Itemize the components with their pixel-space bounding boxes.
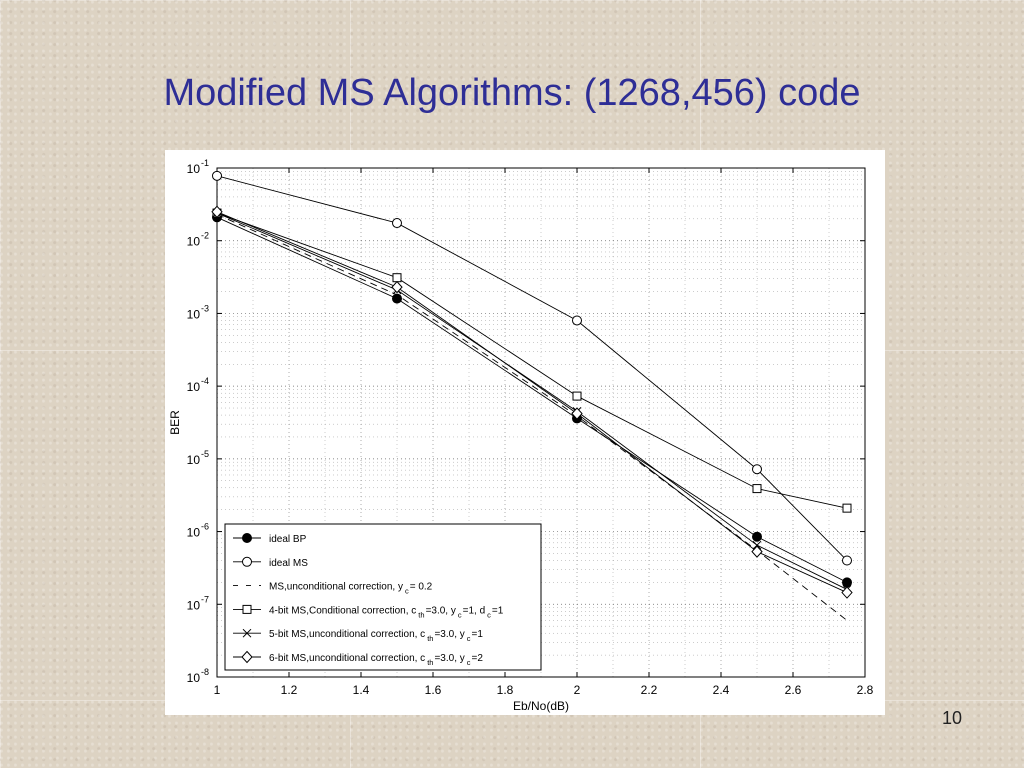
legend-label-text: =1 <box>472 629 484 640</box>
legend-item: 5-bit MS,unconditional correction, c th=3… <box>233 628 483 643</box>
legend-label-subscript: th <box>418 610 424 619</box>
legend-label-text: =1 <box>492 605 504 616</box>
legend-item: ideal MS <box>233 556 308 569</box>
y-tick-label-exponent: -3 <box>201 303 209 313</box>
series-line <box>216 212 848 509</box>
legend-label-text: =3.0, y <box>434 629 464 640</box>
data-point <box>211 205 223 219</box>
data-point <box>572 391 582 401</box>
legend-swatch-marker <box>241 650 253 664</box>
series-line <box>216 175 848 561</box>
legend-label-subscript: c <box>467 634 471 643</box>
legend-swatch-marker <box>242 628 252 638</box>
data-point <box>392 218 402 229</box>
series-6 <box>211 205 853 599</box>
data-point <box>752 464 762 475</box>
legend-label: MS,unconditional correction, y c= 0.2 <box>269 582 433 596</box>
y-tick-label: 10 <box>187 671 201 685</box>
y-tick-label: 10 <box>187 526 201 540</box>
chart-panel: 1 1.2 1.4 1.6 1.8 2 2.2 2.4 2.6 2.8 10 -1 10 -2 10 -3 10… <box>165 150 885 715</box>
data-point <box>751 545 763 558</box>
y-tick-label: 10 <box>187 453 201 467</box>
x-tick-label: 2.6 <box>785 683 802 697</box>
y-tick-label-exponent: -6 <box>201 522 209 532</box>
legend-swatch-marker <box>242 533 252 543</box>
legend-label-subscript: c <box>405 587 409 596</box>
legend-item: MS,unconditional correction, y c= 0.2 <box>233 582 433 596</box>
y-tick-label-exponent: -2 <box>201 231 209 241</box>
x-tick-label: 1 <box>214 683 221 697</box>
legend: ideal BP ideal MS MS,unconditional correct… <box>224 523 542 671</box>
plot-frame <box>216 167 866 678</box>
y-tick-label: 10 <box>187 380 201 394</box>
y-tick-label-exponent: -1 <box>201 158 209 168</box>
legend-label-text: ideal BP <box>269 534 307 545</box>
data-point <box>842 503 852 513</box>
y-tick-label: 10 <box>187 598 201 612</box>
legend-item: 6-bit MS,unconditional correction, c th=3… <box>233 650 483 667</box>
legend-label-subscript: th <box>427 634 433 643</box>
data-point <box>572 315 582 326</box>
y-tick-label-exponent: -8 <box>201 667 209 677</box>
ber-chart: 1 1.2 1.4 1.6 1.8 2 2.2 2.4 2.6 2.810-110-210-310… <box>168 158 874 713</box>
legend-label-text: 4-bit MS,Conditional correction, c <box>269 605 416 616</box>
legend-label-subscript: c <box>467 658 471 667</box>
y-tick-label: 10 <box>187 235 201 249</box>
x-tick-label: 2.8 <box>857 683 874 697</box>
x-tick-label: 1.6 <box>425 683 442 697</box>
y-tick-label: 10 <box>187 307 201 321</box>
legend-label: 6-bit MS,unconditional correction, c th=3… <box>269 653 483 667</box>
legend-label-text: =3.0, y <box>426 605 456 616</box>
legend-label-text: ideal MS <box>269 558 308 569</box>
data-point <box>752 540 762 550</box>
data-point <box>752 484 762 494</box>
legend-label-text: 6-bit MS,unconditional correction, c <box>269 653 425 664</box>
data-point <box>392 273 402 283</box>
x-tick-label: 2 <box>574 683 581 697</box>
data-point <box>391 280 403 294</box>
legend-label-text: =2 <box>472 653 484 664</box>
legend-item: 4-bit MS,Conditional correction, c th=3.0… <box>233 604 504 619</box>
page-number: 10 <box>941 708 962 728</box>
y-tick-label-exponent: -7 <box>201 594 209 604</box>
legend-label-text: = 0.2 <box>410 582 433 593</box>
legend-swatch-marker <box>242 604 252 614</box>
legend-label-subscript: th <box>427 658 433 667</box>
legend-label-subscript: c <box>487 610 491 619</box>
y-tick-label-exponent: -5 <box>201 449 209 459</box>
slide-title: Modified MS Algorithms: (1268,456) code <box>163 72 861 114</box>
x-tick-label: 2.2 <box>641 683 658 697</box>
data-point <box>842 577 852 588</box>
legend-item: ideal BP <box>233 533 307 545</box>
x-tick-label: 1.8 <box>497 683 514 697</box>
legend-label: ideal BP <box>269 534 307 545</box>
data-point <box>212 170 222 181</box>
data-point <box>842 555 852 566</box>
x-tick-label: 1.2 <box>281 683 298 697</box>
data-point <box>841 586 853 599</box>
legend-label: ideal MS <box>269 558 308 569</box>
legend-swatch-marker <box>242 556 252 567</box>
legend-label-subscript: c <box>458 610 462 619</box>
y-tick-label-exponent: -4 <box>201 376 209 386</box>
legend-label-text: =3.0, y <box>434 653 464 664</box>
y-tick-label: 10 <box>187 162 201 176</box>
x-tick-label: 1.4 <box>353 683 370 697</box>
legend-label-text: =1, d <box>463 605 486 616</box>
y-axis-label: BER <box>168 410 182 435</box>
series-2 <box>212 170 852 566</box>
legend-label: 5-bit MS,unconditional correction, c th=3… <box>269 629 483 643</box>
legend-box <box>224 523 542 671</box>
data-point <box>392 293 402 304</box>
data-point <box>571 407 583 420</box>
x-tick-label: 2.4 <box>713 683 730 697</box>
legend-label: 4-bit MS,Conditional correction, c th=3.0… <box>269 605 504 619</box>
legend-label-text: MS,unconditional correction, y <box>269 582 403 593</box>
data-point <box>752 531 762 542</box>
legend-label-text: 5-bit MS,unconditional correction, c <box>269 629 425 640</box>
x-axis-label: Eb/No(dB) <box>513 699 569 713</box>
